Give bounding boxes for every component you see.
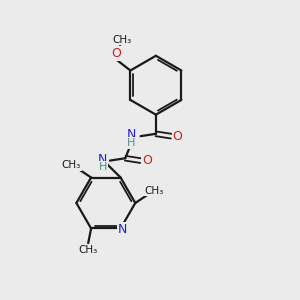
Text: N: N xyxy=(98,153,107,166)
Text: CH₃: CH₃ xyxy=(61,160,81,170)
Text: CH₃: CH₃ xyxy=(145,186,164,196)
Text: CH₃: CH₃ xyxy=(113,34,132,45)
Text: O: O xyxy=(173,130,183,143)
Text: N: N xyxy=(118,223,128,236)
Text: H: H xyxy=(98,162,107,172)
Text: O: O xyxy=(111,47,121,60)
Text: H: H xyxy=(127,138,135,148)
Text: O: O xyxy=(142,154,152,167)
Text: N: N xyxy=(127,128,136,141)
Text: CH₃: CH₃ xyxy=(79,245,98,255)
